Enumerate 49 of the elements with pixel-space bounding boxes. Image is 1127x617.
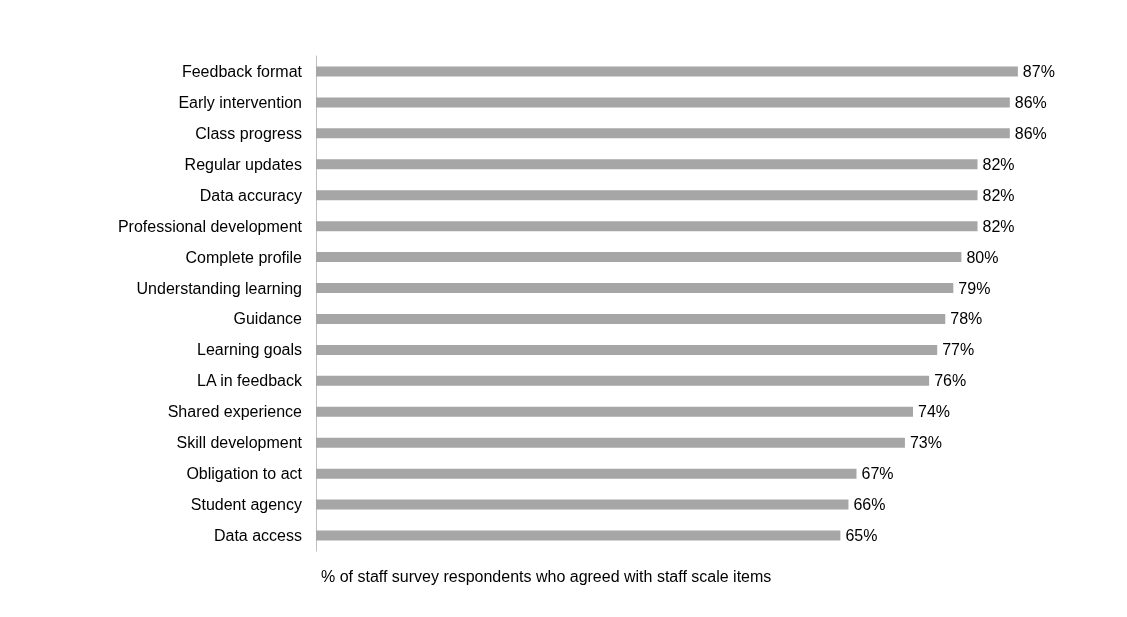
- data-label: 86%: [1014, 124, 1047, 142]
- y-tick-label: Class progress: [195, 124, 302, 142]
- y-tick-label: Regular updates: [184, 155, 302, 173]
- data-label: 74%: [917, 403, 951, 421]
- bar: [316, 344, 938, 355]
- bar: [316, 66, 1018, 77]
- data-label: 82%: [982, 186, 1015, 204]
- data-label: 65%: [845, 527, 878, 545]
- y-tick-label: Obligation to act: [186, 465, 303, 483]
- y-tick-label: Skill development: [176, 434, 303, 452]
- y-tick-label: Shared experience: [167, 403, 303, 421]
- data-label: 77%: [942, 341, 975, 359]
- bar: [316, 97, 1010, 108]
- data-label: 87%: [1022, 62, 1055, 80]
- y-tick-label: Learning goals: [197, 341, 302, 359]
- bar: [316, 283, 954, 294]
- bar: [316, 499, 849, 510]
- bar: [316, 159, 978, 170]
- bar: [316, 190, 978, 201]
- y-tick-label: Feedback format: [181, 62, 303, 80]
- y-tick-label: Understanding learning: [136, 279, 302, 297]
- y-tick-label: Student agency: [190, 496, 302, 514]
- data-label: 82%: [982, 217, 1015, 235]
- y-tick-label: LA in feedback: [197, 372, 303, 390]
- x-axis-title: % of staff survey respondents who agreed with staff scale items: [321, 567, 772, 585]
- bar: [316, 406, 913, 417]
- y-tick-label: Professional development: [117, 217, 303, 235]
- data-label: 80%: [966, 248, 999, 266]
- y-tick-label: Early intervention: [178, 93, 302, 111]
- data-label: 66%: [853, 496, 886, 514]
- y-tick-label: Complete profile: [185, 248, 303, 266]
- bar: [316, 375, 930, 386]
- bar: [316, 128, 1010, 139]
- bar: [316, 437, 905, 448]
- data-label: 78%: [950, 310, 983, 328]
- y-tick-label: Guidance: [233, 310, 303, 328]
- data-label: 82%: [982, 155, 1015, 173]
- data-label: 67%: [861, 465, 894, 483]
- y-tick-label: Data accuracy: [199, 186, 302, 204]
- bar: [316, 468, 857, 479]
- data-label: 79%: [958, 279, 991, 297]
- y-tick-label: Data access: [213, 527, 302, 545]
- bar: [316, 252, 962, 263]
- data-label: 73%: [909, 434, 942, 452]
- bar: [316, 221, 978, 232]
- bar: [316, 313, 946, 324]
- bar: [316, 530, 841, 541]
- data-label: 76%: [934, 372, 967, 390]
- data-label: 86%: [1014, 93, 1047, 111]
